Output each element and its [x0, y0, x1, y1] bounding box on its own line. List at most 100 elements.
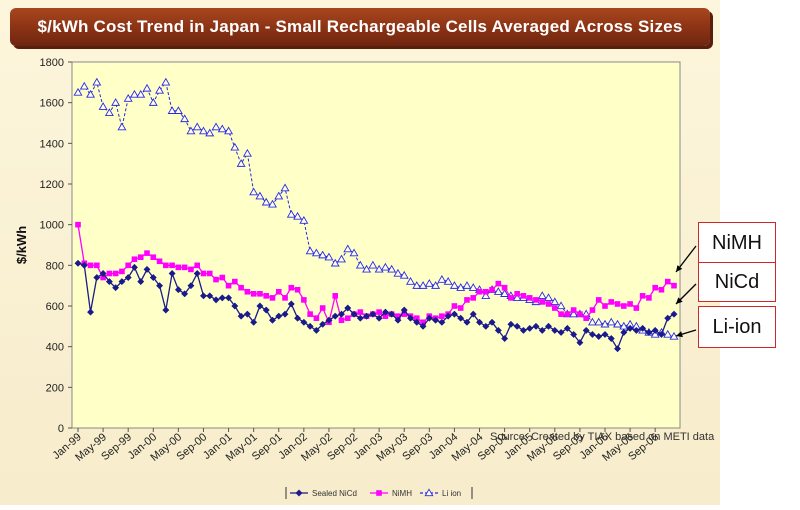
data-point-nimh	[313, 315, 320, 321]
source-note: Source: Created by TIAX based on METI da…	[490, 431, 715, 443]
data-point-nicd	[413, 318, 421, 326]
callout-nicd-label: NiCd	[714, 270, 760, 293]
y-tick-label: 1800	[40, 57, 64, 69]
data-point-nimh	[87, 262, 94, 269]
data-point-nicd	[105, 278, 113, 286]
data-point-liion	[98, 102, 108, 110]
data-point-nicd	[212, 296, 220, 304]
data-point-liion	[569, 309, 579, 318]
data-point-nimh	[520, 293, 527, 299]
data-point-liion	[198, 126, 208, 135]
data-point-nimh	[664, 278, 671, 285]
data-point-nimh	[614, 301, 621, 307]
data-point-nimh	[627, 301, 633, 307]
data-point-nimh	[294, 286, 301, 293]
data-point-nimh	[420, 319, 426, 326]
data-point-nimh	[470, 295, 477, 301]
data-point-liion	[286, 209, 296, 218]
data-point-liion	[92, 77, 102, 86]
y-tick-label: 400	[46, 342, 64, 354]
data-point-nimh	[539, 299, 546, 305]
data-point-liion	[280, 183, 290, 192]
data-point-liion	[544, 293, 554, 302]
data-point-nicd	[256, 302, 264, 310]
data-point-nicd	[607, 334, 615, 343]
data-point-nicd	[475, 318, 484, 326]
data-point-nimh	[144, 250, 150, 256]
callout-arrowhead	[676, 331, 683, 338]
data-point-nicd	[275, 312, 283, 320]
data-point-liion	[362, 264, 372, 273]
callout-arrowhead	[676, 297, 683, 304]
data-point-nicd	[300, 318, 308, 326]
data-point-nicd	[632, 326, 640, 334]
data-point-nicd	[363, 312, 371, 320]
data-point-nicd	[331, 312, 339, 320]
data-point-nimh	[501, 284, 508, 291]
data-point-nicd	[375, 314, 383, 322]
data-point-nicd	[199, 292, 208, 300]
data-point-liion	[268, 199, 277, 208]
y-tick-label: 1000	[40, 220, 64, 232]
data-point-nimh	[282, 295, 288, 301]
data-point-nicd	[225, 294, 233, 302]
data-point-nimh	[301, 297, 307, 303]
chart-title-text: $/kWh Cost Trend in Japan - Small Rechar…	[37, 17, 683, 36]
data-point-nimh	[489, 286, 495, 293]
data-point-liion	[412, 281, 422, 289]
data-point-nicd	[243, 310, 251, 318]
series-layer	[73, 77, 679, 353]
data-point-nicd	[350, 310, 358, 318]
data-point-liion	[337, 254, 346, 263]
data-point-nimh	[552, 305, 558, 311]
data-point-liion	[311, 248, 321, 257]
data-point-liion	[224, 126, 234, 135]
data-point-liion	[424, 279, 434, 287]
data-point-nicd	[626, 324, 634, 332]
data-point-nimh	[194, 262, 200, 269]
data-point-nicd	[582, 326, 590, 334]
data-point-liion	[167, 106, 177, 114]
data-point-nicd	[99, 269, 107, 278]
data-point-nicd	[306, 322, 314, 330]
data-point-liion	[305, 246, 315, 255]
data-point-nicd	[394, 316, 402, 324]
data-point-nicd	[325, 316, 333, 324]
data-point-nicd	[670, 310, 678, 318]
data-point-liion	[104, 108, 114, 116]
data-point-liion	[587, 317, 597, 326]
y-tick-label: 200	[46, 382, 64, 394]
data-point-nimh	[188, 266, 194, 273]
data-point-nimh	[344, 315, 351, 321]
data-point-nicd	[137, 278, 145, 286]
data-point-liion	[556, 301, 566, 310]
data-point-liion	[443, 277, 453, 285]
data-point-liion	[123, 94, 133, 102]
data-point-nicd	[344, 304, 352, 312]
data-point-nimh	[112, 270, 119, 277]
legend-label-nicd: Sealed NiCd	[312, 489, 357, 498]
data-point-liion	[399, 270, 409, 279]
data-point-liion	[594, 317, 604, 326]
data-point-liion	[349, 248, 359, 257]
data-point-nicd	[356, 314, 364, 322]
data-point-nimh	[307, 311, 313, 317]
data-point-nimh	[200, 270, 207, 277]
data-point-nicd	[488, 318, 496, 326]
data-point-nimh	[338, 317, 345, 324]
data-point-nicd	[601, 330, 609, 339]
data-point-nicd	[657, 330, 666, 339]
data-point-nicd	[438, 318, 446, 326]
data-point-nimh	[263, 293, 270, 299]
data-point-nicd	[664, 314, 672, 322]
data-point-nicd	[551, 326, 559, 334]
data-point-nimh	[514, 291, 520, 297]
data-point-liion	[606, 317, 616, 326]
data-point-nimh	[238, 284, 244, 291]
y-axis-label: $/kWh	[14, 226, 29, 264]
data-point-nimh	[163, 262, 169, 269]
data-point-liion	[437, 274, 447, 283]
data-point-liion	[343, 244, 353, 253]
callout-nimh: NiMH	[698, 222, 776, 264]
